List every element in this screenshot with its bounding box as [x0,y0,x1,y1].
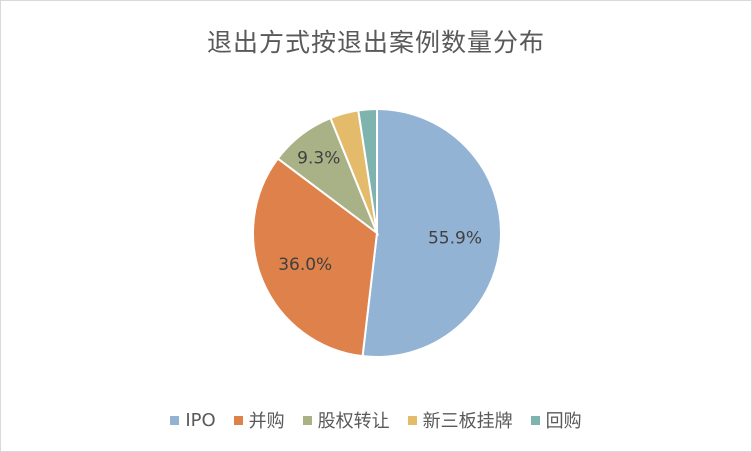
legend-item-1: 并购 [233,407,285,433]
pie-slices [252,107,502,358]
pie-slice-0 [361,107,502,358]
legend: IPO 并购 股权转让 新三板挂牌 回购 [1,407,751,433]
data-label-1: 36.0% [278,255,332,275]
legend-swatch-0 [170,415,180,425]
legend-swatch-4 [530,415,540,425]
legend-item-4: 回购 [530,407,582,433]
data-label-2: 9.3% [297,148,340,168]
legend-item-2: 股权转让 [302,407,390,433]
legend-label-3: 新三板挂牌 [422,411,513,432]
legend-item-3: 新三板挂牌 [407,407,513,433]
legend-label-0: IPO [185,409,216,431]
legend-label-4: 回购 [545,411,582,432]
legend-label-2: 股权转让 [317,411,390,432]
legend-swatch-1 [233,415,243,425]
chart-title: 退出方式按退出案例数量分布 [206,28,545,57]
legend-swatch-3 [407,415,417,425]
legend-label-1: 并购 [248,411,285,432]
pie-data-labels: 55.9% 36.0% 9.3% [278,148,482,274]
data-label-0: 55.9% [428,229,482,249]
legend-swatch-2 [302,415,312,425]
pie-slice-4 [357,107,378,234]
pie-slice-1 [252,157,379,358]
legend-item-0: IPO [170,409,216,431]
